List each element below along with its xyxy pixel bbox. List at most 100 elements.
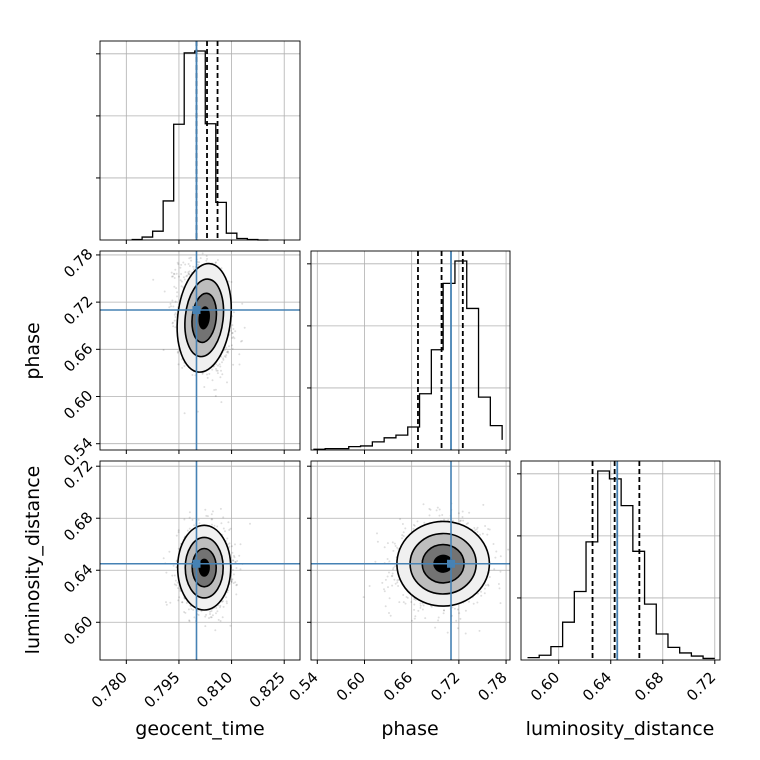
- sample-point: [398, 601, 401, 604]
- sample-point: [172, 325, 175, 328]
- sample-point: [190, 259, 193, 262]
- sample-point: [487, 583, 489, 586]
- sample-point: [231, 579, 234, 581]
- sample-point: [215, 369, 218, 372]
- grid-layer: [100, 41, 720, 660]
- sample-point: [225, 600, 228, 603]
- sample-point: [388, 597, 391, 600]
- sample-point: [179, 279, 182, 282]
- sample-point: [388, 560, 391, 563]
- histogram-geocent-time: [131, 50, 269, 241]
- sample-point: [177, 599, 180, 602]
- sample-point: [171, 321, 174, 324]
- sample-point: [383, 590, 386, 593]
- sample-point: [451, 519, 454, 522]
- sample-point: [173, 574, 176, 577]
- sample-point: [203, 386, 206, 388]
- sample-point: [224, 530, 226, 533]
- sample-point: [464, 632, 467, 635]
- sample-point: [175, 584, 178, 587]
- sample-point: [423, 521, 426, 524]
- sample-point: [226, 381, 228, 384]
- sample-point: [225, 596, 228, 599]
- data-layer: [100, 41, 715, 660]
- sample-point: [240, 340, 242, 343]
- sample-point: [483, 587, 486, 590]
- sample-point: [179, 266, 182, 269]
- sample-point: [191, 518, 194, 521]
- sample-point: [206, 376, 209, 379]
- sample-point: [396, 581, 399, 584]
- sample-point: [174, 579, 177, 582]
- sample-point: [231, 578, 234, 581]
- xtick-label-geocent-time: 0.825: [246, 668, 289, 711]
- sample-point: [229, 329, 232, 332]
- frame-layer: [96, 40, 721, 664]
- sample-point: [190, 607, 193, 610]
- sample-point: [476, 530, 479, 533]
- sample-point: [396, 546, 399, 549]
- sample-point: [231, 545, 233, 548]
- sample-point: [441, 514, 444, 516]
- sample-point: [216, 372, 219, 375]
- sample-point: [221, 361, 223, 364]
- sample-point: [405, 596, 408, 598]
- sample-point: [175, 272, 178, 275]
- sample-point: [193, 524, 196, 527]
- sample-point: [474, 529, 477, 532]
- sample-point: [461, 510, 464, 513]
- ytick-label-phase: 0.60: [60, 387, 96, 423]
- sample-point: [443, 518, 446, 521]
- sample-point: [437, 619, 440, 622]
- sample-point: [197, 263, 200, 266]
- sample-point: [387, 586, 389, 589]
- sample-point: [486, 533, 489, 536]
- sample-point: [222, 527, 225, 530]
- sample-point: [435, 509, 438, 512]
- xtick-label-geocent-time: 0.795: [140, 668, 183, 711]
- sample-point: [174, 312, 177, 315]
- ytick-label-luminosity-distance: 0.64: [60, 560, 96, 596]
- sample-point: [222, 605, 225, 608]
- sample-point: [386, 558, 389, 560]
- sample-point: [234, 543, 236, 546]
- sample-point: [222, 516, 225, 519]
- sample-point: [173, 313, 176, 316]
- sample-point: [231, 324, 234, 327]
- ytick-label-phase: 0.78: [60, 245, 96, 281]
- sample-point: [188, 272, 190, 275]
- sample-point: [176, 291, 179, 294]
- xtick-label-luminosity-distance: 0.68: [631, 668, 667, 704]
- sample-point: [410, 601, 413, 603]
- sample-point: [429, 508, 432, 511]
- sample-point: [177, 263, 180, 266]
- sample-point: [388, 571, 390, 574]
- sample-point: [230, 580, 233, 583]
- sample-point: [219, 376, 222, 379]
- sample-point: [421, 608, 424, 611]
- sample-point: [223, 355, 226, 358]
- sample-point: [193, 616, 196, 619]
- xtick-label-phase: 0.78: [474, 668, 510, 704]
- xtick-label-phase: 0.60: [333, 668, 369, 704]
- sample-point: [368, 585, 371, 587]
- sample-point: [389, 614, 392, 617]
- sample-point: [393, 578, 396, 581]
- sample-point: [217, 618, 220, 621]
- sample-point: [467, 522, 469, 525]
- sample-point: [180, 273, 183, 275]
- sample-point: [177, 587, 179, 590]
- sample-point: [198, 261, 201, 264]
- sample-point: [232, 582, 235, 585]
- sample-point: [219, 620, 222, 622]
- panel-frame-phase-geocent-time: [99, 250, 301, 451]
- sample-point: [185, 275, 188, 278]
- xtick-label-geocent-time: 0.810: [193, 668, 236, 711]
- sample-point: [226, 537, 229, 540]
- sample-point: [208, 372, 211, 375]
- sample-point: [234, 560, 237, 563]
- sample-point: [236, 583, 238, 586]
- sample-point: [417, 609, 420, 612]
- sample-point: [392, 549, 395, 552]
- sample-point: [210, 518, 213, 521]
